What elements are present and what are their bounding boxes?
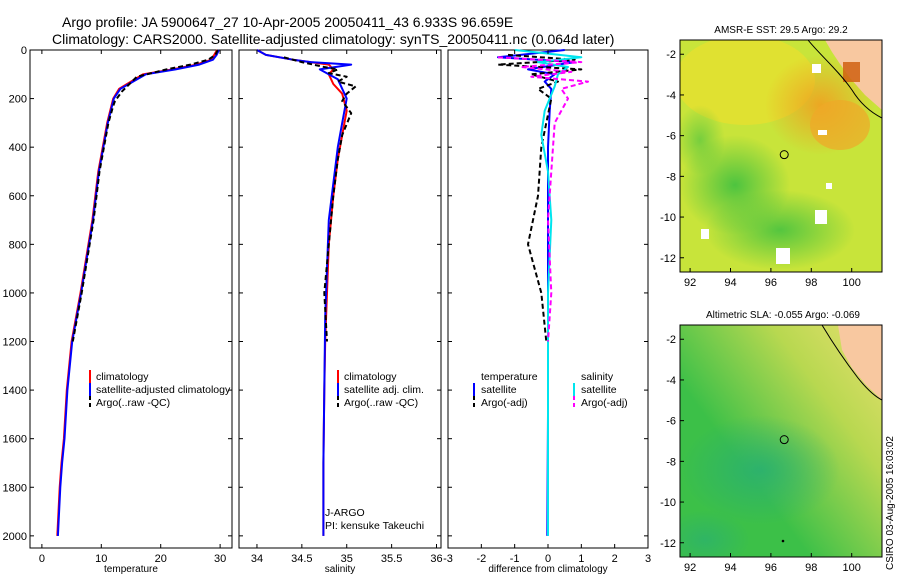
- map1-ytick-label-2: -6: [666, 131, 676, 143]
- temperature-xlabel: temperature: [104, 564, 158, 575]
- ytick-label-5: 1000: [3, 288, 27, 300]
- map1-xtick-label-2: 96: [765, 277, 777, 289]
- map2-ytick-label-3: -8: [666, 456, 676, 468]
- map2-ytick-label-1: -4: [666, 375, 676, 387]
- legend-diff-temp-argo-label: Argo(-adj): [481, 397, 528, 409]
- sla-map-panel: Altimetric SLA: -0.055 Argo: -0.069 92 94…: [660, 310, 883, 574]
- series-line-diff-0: [497, 49, 576, 536]
- salinity-annotation-pi: PI: kensuke Takeuchi: [325, 520, 424, 532]
- sst-map-frame: [679, 39, 883, 273]
- legend-argo-label: Argo(..raw -QC): [96, 397, 170, 409]
- series-line-sal-2: [283, 56, 357, 342]
- map2-ytick-label-0: -2: [666, 334, 676, 346]
- xtick-label-sal-3: 35.5: [381, 553, 402, 565]
- map1-ytick-label-5: -12: [660, 253, 676, 265]
- series-line-sal-0: [256, 49, 348, 536]
- figure-title-line1: Argo profile: JA 5900647_27 10-Apr-2005 …: [62, 14, 513, 30]
- legend-satellite-label: satellite-adjusted climatology: [96, 384, 231, 396]
- map2-ytick-label-2: -6: [666, 416, 676, 428]
- xtick-label-diff-5: 2: [612, 553, 618, 565]
- difference-panel: -3 -2 -1 0 1 2 3 difference from climatology: [443, 49, 651, 575]
- salinity-legend: climatology satellite adj. clim. Argo(..…: [337, 370, 424, 409]
- ytick-label-8: 1600: [3, 434, 27, 446]
- sla-heatmap-field: [680, 325, 882, 557]
- legend-climatology-label: climatology: [96, 371, 149, 383]
- series-line-sal-1: [256, 49, 353, 536]
- ytick-label-10: 2000: [3, 531, 27, 543]
- sst-map-panel: AMSR-E SST: 29.5 Argo: 29.2 92 94 96 98 100 -…: [660, 25, 883, 289]
- map2-xtick-label-4: 100: [843, 562, 861, 574]
- sla-map-title: Altimetric SLA: -0.055 Argo: -0.069: [706, 310, 860, 321]
- xtick-label-sal-1: 34.5: [291, 553, 312, 565]
- xtick-label-diff-3: 0: [545, 553, 551, 565]
- xtick-label-temp-1: 10: [95, 553, 107, 565]
- temperature-legend: climatology satellite-adjusted climatolo…: [89, 370, 231, 409]
- map2-xtick-label-2: 96: [765, 562, 777, 574]
- map2-ytick-label-4: -10: [660, 497, 676, 509]
- xtick-label-sal-0: 34: [251, 553, 263, 565]
- ytick-label-6: 1200: [3, 337, 27, 349]
- xtick-label-sal-2: 35: [341, 553, 353, 565]
- sla-map-frame: [679, 324, 883, 558]
- sst-map-title: AMSR-E SST: 29.5 Argo: 29.2: [714, 25, 848, 36]
- salinity-panel: 34 34.5 35 35.5 36 salinity J-ARGO PI: kensu…: [238, 49, 443, 575]
- legend-diff-salinity-header: salinity: [581, 371, 614, 383]
- legend-sal-argo-label: Argo(..raw -QC): [344, 397, 418, 409]
- series-line-temp-2: [71, 49, 219, 342]
- ytick-label-0: 0: [21, 45, 27, 57]
- map1-ytick-label-3: -8: [666, 171, 676, 183]
- salinity-plot-frame: [238, 49, 442, 549]
- map1-xtick-label-4: 100: [843, 277, 861, 289]
- map2-xtick-label-1: 94: [724, 562, 736, 574]
- map1-ytick-label-1: -4: [666, 90, 676, 102]
- map2-ytick-label-5: -12: [660, 538, 676, 550]
- series-line-diff-2: [514, 49, 583, 536]
- xtick-label-temp-2: 20: [155, 553, 167, 565]
- legend-diff-sal-argo-label: Argo(-adj): [581, 397, 628, 409]
- map1-ytick-label-0: -2: [666, 49, 676, 61]
- side-credit: CSIRO 03-Aug-2005 16:03:02: [885, 436, 896, 570]
- sst-heatmap-field: [680, 40, 882, 272]
- figure-title-line2: Climatology: CARS2000. Satellite-adjuste…: [52, 31, 614, 47]
- map1-ytick-label-4: -10: [660, 212, 676, 224]
- legend-sal-climatology-label: climatology: [344, 371, 397, 383]
- ytick-label-4: 800: [9, 239, 27, 251]
- map2-xtick-label-3: 98: [805, 562, 817, 574]
- series-line-diff-3: [497, 56, 589, 342]
- xtick-label-diff-2: -1: [510, 553, 520, 565]
- ytick-label-7: 1400: [3, 385, 27, 397]
- ytick-label-1: 200: [9, 94, 27, 106]
- map1-xtick-label-1: 94: [724, 277, 736, 289]
- salinity-annotation-jargo: J-ARGO: [325, 507, 365, 519]
- sla-argo-location-marker: [779, 435, 789, 445]
- map2-xtick-label-0: 92: [684, 562, 696, 574]
- difference-xlabel: difference from climatology: [488, 564, 607, 575]
- ytick-label-9: 1800: [3, 482, 27, 494]
- ytick-label-3: 600: [9, 191, 27, 203]
- xtick-label-diff-0: -3: [443, 553, 453, 565]
- xtick-label-diff-1: -2: [476, 553, 486, 565]
- xtick-label-temp-0: 0: [39, 553, 45, 565]
- salinity-xlabel: salinity: [325, 564, 356, 575]
- ytick-label-2: 400: [9, 142, 27, 154]
- legend-diff-temperature-header: temperature: [481, 371, 538, 383]
- legend-diff-sal-satellite-label: satellite: [581, 384, 617, 396]
- series-line-diff-1: [497, 53, 583, 342]
- xtick-label-diff-6: 3: [645, 553, 651, 565]
- xtick-label-diff-4: 1: [578, 553, 584, 565]
- legend-diff-temp-satellite-label: satellite: [481, 384, 517, 396]
- legend-sal-satellite-label: satellite adj. clim.: [344, 384, 424, 396]
- temperature-plot-frame: [29, 49, 233, 549]
- difference-legend: temperature satellite Argo(-adj) salinit…: [473, 371, 628, 409]
- map1-xtick-label-3: 98: [805, 277, 817, 289]
- xtick-label-temp-3: 30: [214, 553, 226, 565]
- sst-argo-location-marker: [779, 150, 789, 160]
- map1-xtick-label-0: 92: [684, 277, 696, 289]
- xtick-label-sal-4: 36: [430, 553, 442, 565]
- temperature-panel: 0 10 20 30 0 200 400 600 800 1000 1200 1400 1600 180…: [3, 45, 233, 575]
